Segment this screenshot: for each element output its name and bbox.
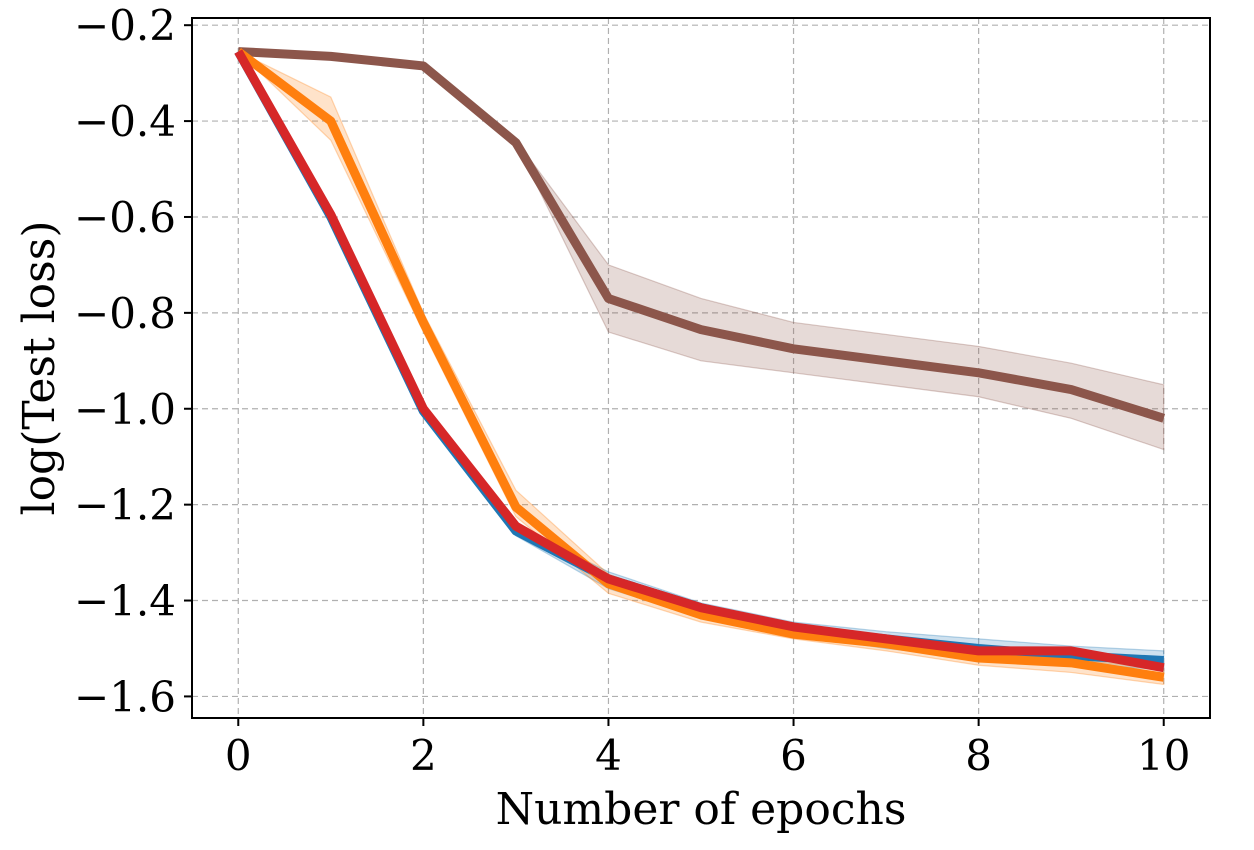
x-tick-label: 0: [225, 731, 252, 780]
x-tick-label: 10: [1137, 731, 1190, 780]
y-tick-label: −1.6: [74, 672, 176, 721]
y-tick-label: −0.2: [74, 1, 176, 50]
y-tick-label: −0.6: [74, 193, 176, 242]
series-3-line: [234, 49, 1165, 673]
confidence-bands: [237, 50, 1165, 686]
plot-frame: [191, 17, 1211, 719]
series-2-line: [235, 47, 1165, 682]
y-tick-label: −0.8: [74, 289, 176, 338]
y-tick-label: −1.0: [74, 385, 176, 434]
x-tick-label: 2: [410, 731, 437, 780]
x-axis-ticks: 0 2 4 6 8 10: [225, 718, 1190, 780]
x-tick-label: 8: [965, 731, 992, 780]
y-tick-label: −0.4: [74, 97, 176, 146]
series-lines: [234, 47, 1166, 682]
series-0-band: [238, 50, 1165, 451]
x-axis-label: Number of epochs: [496, 784, 907, 835]
y-tick-label: −1.4: [74, 577, 176, 626]
y-tick-label: −1.2: [74, 481, 176, 530]
y-axis-label: log(Test loss): [14, 220, 65, 515]
y-axis-ticks: −0.2 −0.4 −0.6 −0.8 −1.0 −1.2 −1.4 −1.6: [74, 1, 192, 721]
x-tick-label: 4: [595, 731, 622, 780]
x-tick-label: 6: [780, 731, 807, 780]
grid: [192, 18, 1210, 718]
series-0-line: [238, 47, 1166, 423]
